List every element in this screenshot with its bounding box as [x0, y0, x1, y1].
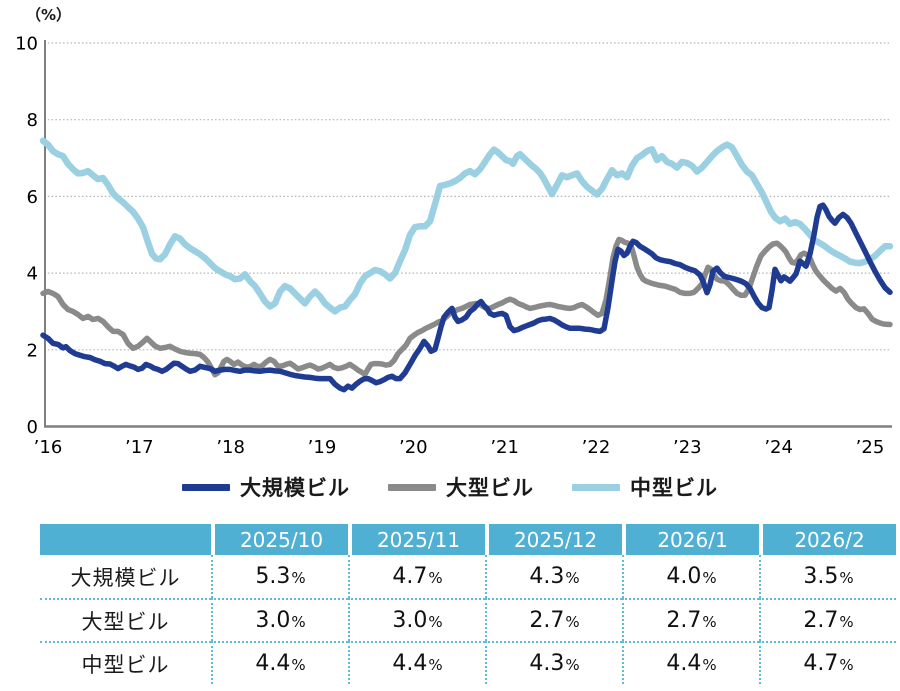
- legend-label: 大規模ビル: [240, 476, 350, 500]
- table-column-header: 2025/11: [348, 524, 485, 555]
- x-tick-label: ’25: [856, 437, 885, 458]
- legend-item-大規模ビル: 大規模ビル: [182, 472, 350, 502]
- legend-swatch-icon: [388, 483, 436, 491]
- percent-unit: %: [565, 613, 580, 631]
- vacancy-value: 4.4: [255, 651, 291, 676]
- x-tick-label: ’24: [764, 437, 793, 458]
- x-tick-label: ’22: [582, 437, 611, 458]
- y-axis-unit-label: （%）: [26, 6, 71, 24]
- percent-unit: %: [291, 569, 306, 587]
- vacancy-value-cell: 4.0%: [622, 555, 759, 598]
- percent-unit: %: [291, 656, 306, 674]
- legend-label: 大型ビル: [446, 476, 534, 500]
- table-column-header: 2025/10: [211, 524, 348, 555]
- percent-unit: %: [702, 656, 717, 674]
- vacancy-value-cell: 4.4%: [348, 641, 485, 684]
- vacancy-value: 3.0: [392, 608, 428, 633]
- y-tick-label: 10: [15, 34, 38, 55]
- x-tick-label: ’20: [399, 437, 428, 458]
- vacancy-table: 2025/10 2025/11 2025/12 2026/1 2026/2 大規模ビル 5…: [40, 524, 896, 684]
- y-tick-label: 0: [27, 417, 38, 438]
- vacancy-value: 5.3: [255, 564, 291, 589]
- legend-label: 中型ビル: [630, 476, 718, 500]
- vacancy-value-cell: 4.7%: [348, 555, 485, 598]
- x-tick-label: ’21: [490, 437, 519, 458]
- vacancy-value-cell: 4.3%: [485, 641, 622, 684]
- vacancy-value: 4.7: [392, 564, 428, 589]
- percent-unit: %: [428, 569, 443, 587]
- vacancy-value-cell: 4.4%: [211, 641, 348, 684]
- x-tick-label: ’23: [673, 437, 702, 458]
- vacancy-value-cell: 5.3%: [211, 555, 348, 598]
- vacancy-value-cell: 4.7%: [759, 641, 896, 684]
- table-column-header: 2026/1: [622, 524, 759, 555]
- legend-item-中型ビル: 中型ビル: [572, 472, 718, 502]
- table-row-中型ビル: 中型ビル 4.4% 4.4% 4.3% 4.4% 4.7%: [40, 641, 896, 684]
- x-tick-label: ’18: [216, 437, 245, 458]
- percent-unit: %: [839, 569, 854, 587]
- percent-unit: %: [702, 569, 717, 587]
- percent-unit: %: [428, 656, 443, 674]
- vacancy-value: 4.3: [529, 651, 565, 676]
- row-label: 大規模ビル: [40, 555, 211, 598]
- vacancy-value: 4.3: [529, 564, 565, 589]
- percent-unit: %: [839, 613, 854, 631]
- vacancy-value-cell: 4.4%: [622, 641, 759, 684]
- row-label: 大型ビル: [40, 598, 211, 641]
- percent-unit: %: [428, 613, 443, 631]
- vacancy-value-cell: 2.7%: [759, 598, 896, 641]
- x-tick-label: ’17: [125, 437, 154, 458]
- x-tick-label: ’16: [34, 437, 63, 458]
- legend-swatch-icon: [182, 483, 230, 491]
- vacancy-value: 2.7: [803, 608, 839, 633]
- table-row-大型ビル: 大型ビル 3.0% 3.0% 2.7% 2.7% 2.7%: [40, 598, 896, 641]
- table-header-row: 2025/10 2025/11 2025/12 2026/1 2026/2: [40, 524, 896, 555]
- percent-unit: %: [839, 656, 854, 674]
- series-line-大規模ビル: [40, 202, 893, 393]
- table-corner-cell: [40, 524, 211, 555]
- percent-unit: %: [291, 613, 306, 631]
- y-tick-label: 4: [27, 264, 38, 285]
- percent-unit: %: [565, 569, 580, 587]
- vacancy-value-cell: 2.7%: [485, 598, 622, 641]
- vacancy-value: 3.5: [803, 564, 839, 589]
- percent-unit: %: [565, 656, 580, 674]
- vacancy-value: 4.7: [803, 651, 839, 676]
- table-row-大規模ビル: 大規模ビル 5.3% 4.7% 4.3% 4.0% 3.5%: [40, 555, 896, 598]
- vacancy-value-cell: 3.0%: [211, 598, 348, 641]
- vacancy-value-cell: 3.5%: [759, 555, 896, 598]
- legend-swatch-icon: [572, 483, 620, 491]
- percent-unit: %: [702, 613, 717, 631]
- vacancy-value: 2.7: [529, 608, 565, 633]
- vacancy-value-cell: 2.7%: [622, 598, 759, 641]
- table-column-header: 2026/2: [759, 524, 896, 555]
- x-tick-label: ’19: [308, 437, 337, 458]
- vacancy-value-cell: 4.3%: [485, 555, 622, 598]
- vacancy-value: 4.4: [666, 651, 702, 676]
- vacancy-value: 4.4: [392, 651, 428, 676]
- row-label: 中型ビル: [40, 641, 211, 684]
- vacancy-rate-line-chart: （%） 10 8 6 4 2 0’16 ’17 ’18 ’19 ’20 ’21 ’22 ’23 ’24 ’25: [15, 6, 894, 458]
- vacancy-value: 2.7: [666, 608, 702, 633]
- y-tick-label: 6: [27, 187, 38, 208]
- table-column-header: 2025/12: [485, 524, 622, 555]
- y-tick-label: 2: [27, 340, 38, 361]
- vacancy-value: 4.0: [666, 564, 702, 589]
- vacancy-value: 3.0: [255, 608, 291, 633]
- chart-legend: 大規模ビル 大型ビル 中型ビル: [0, 470, 900, 504]
- legend-item-大型ビル: 大型ビル: [388, 472, 534, 502]
- vacancy-value-cell: 3.0%: [348, 598, 485, 641]
- y-tick-label: 8: [27, 110, 38, 131]
- vacancy-rate-table: 2025/10 2025/11 2025/12 2026/1 2026/2 大規模ビル 5…: [40, 524, 896, 684]
- series-line-中型ビル: [39, 137, 894, 315]
